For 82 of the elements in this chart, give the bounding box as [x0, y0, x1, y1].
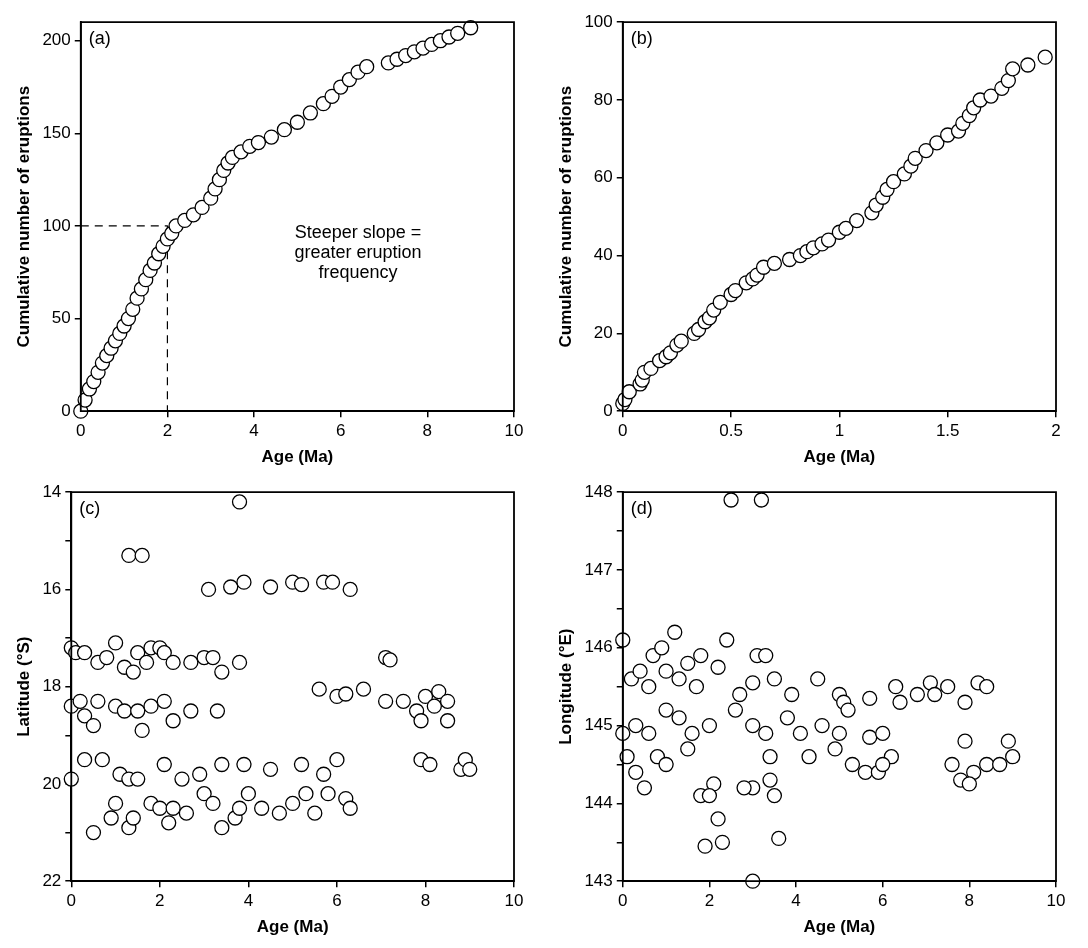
point [838, 220, 854, 237]
y-tick-label: 18 [42, 676, 62, 696]
y-axis-title: Cumulative number of eruptions [555, 85, 575, 348]
y-tick-label: 0 [603, 400, 613, 420]
y-tick-label: 150 [42, 123, 71, 143]
y-tick-label: 40 [593, 245, 613, 265]
point [1037, 49, 1053, 65]
annotation: Steeper slope = greater eruption frequency [294, 222, 422, 283]
x-axis-title: Age (Ma) [803, 917, 876, 937]
point [929, 135, 945, 151]
x-axis-title: Age (Ma) [256, 917, 329, 937]
x-tick-label: 6 [877, 891, 888, 911]
y-tick-label: 60 [593, 167, 613, 187]
y-tick-label: 20 [42, 773, 62, 793]
y-tick-label: 50 [51, 308, 71, 328]
y-tick-label: 146 [584, 637, 613, 657]
y-tick-label: 0 [61, 400, 71, 420]
y-tick-label: 200 [42, 30, 71, 50]
point [983, 88, 999, 104]
y-tick-label: 22 [42, 870, 62, 890]
x-tick-label: 10 [504, 891, 524, 911]
point [918, 142, 934, 159]
point [885, 174, 902, 190]
y-tick-label: 144 [584, 793, 613, 813]
x-axis-title: Age (Ma) [803, 447, 876, 467]
y-tick-label: 147 [584, 559, 613, 579]
x-tick-label: 2 [162, 421, 173, 441]
x-tick-label: 2 [155, 891, 165, 911]
x-tick-label: 2 [704, 891, 715, 911]
x-tick-label: 1.5 [935, 421, 960, 441]
x-tick-label: 10 [1046, 891, 1066, 911]
y-tick-label: 148 [584, 481, 613, 501]
point [1000, 72, 1016, 89]
x-tick-label: 8 [420, 891, 431, 911]
x-tick-label: 4 [249, 421, 259, 441]
x-axis-title: Age (Ma) [261, 447, 334, 467]
x-tick-label: 4 [243, 891, 254, 911]
point [250, 134, 267, 151]
point [849, 212, 865, 229]
point [1005, 61, 1021, 77]
y-tick-label: 100 [42, 215, 71, 235]
point [289, 114, 306, 130]
point [1020, 57, 1036, 73]
y-tick-label: 16 [42, 579, 62, 599]
point [324, 88, 340, 104]
point [766, 255, 783, 272]
point [194, 199, 210, 216]
chart-title: (c) [79, 498, 101, 519]
chart-title: (b) [630, 28, 653, 49]
chart-title: (d) [630, 498, 653, 519]
point [673, 333, 689, 349]
y-tick-label: 143 [584, 870, 613, 890]
point [820, 232, 837, 248]
y-axis-title: Cumulative number of eruptions [13, 85, 33, 348]
y-axis-title: Longitude (°E) [555, 628, 575, 745]
point [359, 59, 375, 75]
point [263, 129, 280, 145]
x-tick-label: 8 [422, 421, 433, 441]
x-tick-label: 6 [332, 891, 342, 911]
point [712, 294, 728, 310]
x-tick-label: 8 [964, 891, 975, 911]
point [276, 121, 293, 138]
x-tick-label: 10 [504, 421, 524, 441]
chart-title: (a) [88, 28, 111, 49]
x-tick-label: 4 [791, 891, 801, 911]
point [450, 25, 466, 41]
y-tick-label: 14 [42, 481, 62, 501]
y-tick-label: 20 [593, 323, 613, 343]
x-tick-label: 6 [335, 421, 346, 441]
x-tick-label: 1 [834, 421, 845, 441]
point [907, 150, 923, 166]
y-tick-label: 100 [584, 11, 613, 31]
x-tick-label: 0.5 [719, 421, 743, 441]
x-tick-label: 0 [618, 891, 628, 911]
y-axis-title: Latitude (°S) [13, 636, 33, 737]
x-tick-label: 0 [76, 421, 86, 441]
point [302, 105, 319, 121]
y-tick-label: 145 [584, 715, 613, 735]
point [727, 282, 744, 299]
x-tick-label: 0 [618, 421, 628, 441]
x-tick-label: 2 [1051, 421, 1061, 441]
y-tick-label: 80 [593, 89, 613, 109]
